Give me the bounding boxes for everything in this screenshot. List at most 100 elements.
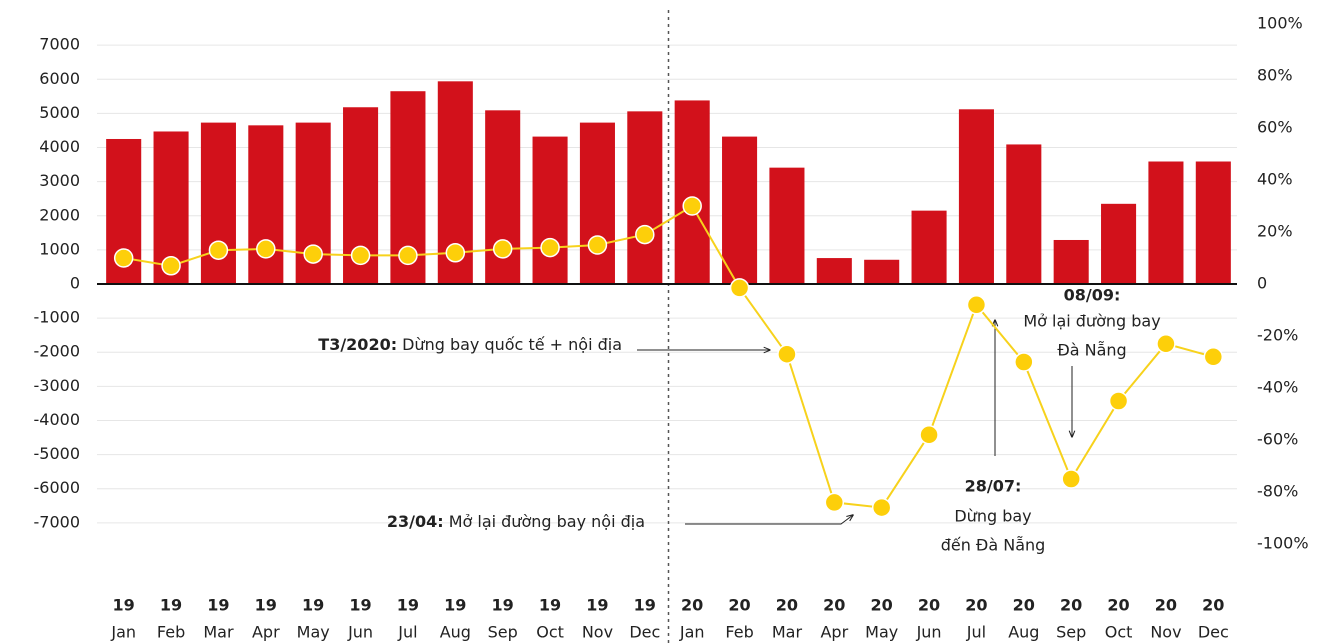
point — [350, 245, 371, 266]
y-tick-label: 7000 — [39, 35, 80, 54]
x-tick-year: 19 — [255, 596, 277, 615]
y2-tick-label: -80% — [1257, 482, 1298, 501]
annotation-text: Mở lại đường bay nội địa — [449, 512, 645, 531]
bar — [769, 167, 805, 284]
x-tick-year: 20 — [776, 596, 798, 615]
bar — [1195, 161, 1231, 284]
x-tick-year: 20 — [1155, 596, 1177, 615]
x-tick-year: 19 — [634, 596, 656, 615]
annotation-label: 08/09: — [1064, 286, 1121, 305]
x-tick-year: 19 — [492, 596, 514, 615]
bar — [864, 259, 900, 284]
y-tick-label: 2000 — [39, 205, 80, 224]
x-tick-year: 20 — [1013, 596, 1035, 615]
point — [682, 196, 702, 216]
point — [1014, 352, 1034, 372]
point — [824, 492, 845, 513]
bar — [1101, 203, 1137, 284]
x-tick-year: 20 — [1107, 596, 1129, 615]
point — [398, 245, 418, 266]
y-tick-label: 3000 — [39, 171, 80, 190]
x-tick-label: Aug — [1008, 623, 1039, 642]
x-tick-label: Jul — [397, 623, 417, 642]
point — [729, 278, 750, 298]
y2-tick-label: -20% — [1257, 326, 1298, 345]
bar — [1006, 144, 1042, 284]
bar — [674, 100, 710, 284]
x-tick-year: 20 — [681, 596, 703, 615]
y2-tick-label: 40% — [1257, 170, 1293, 189]
y-tick-label: -7000 — [34, 512, 81, 531]
annotation-label: T3/2020: — [318, 335, 397, 354]
x-tick-label: Jan — [110, 623, 136, 642]
x-tick-label: Mar — [772, 623, 803, 642]
x-tick-label: Apr — [252, 623, 280, 642]
x-tick-year: 19 — [397, 596, 419, 615]
x-tick-year: 20 — [1060, 596, 1082, 615]
point — [445, 243, 466, 263]
point — [113, 248, 134, 268]
point — [635, 224, 655, 245]
annotation: T3/2020: Dừng bay quốc tế + nội địa — [318, 335, 622, 354]
x-tick-label: May — [865, 623, 898, 642]
x-tick-label: Jan — [679, 623, 705, 642]
point — [587, 235, 608, 255]
x-tick-year: 20 — [728, 596, 750, 615]
x-tick-label: Feb — [157, 623, 185, 642]
point — [1156, 334, 1176, 354]
y-tick-label: -1000 — [34, 308, 81, 327]
line — [123, 204, 1214, 509]
point — [303, 244, 323, 264]
y-tick-label: 6000 — [39, 69, 80, 88]
annotation-text: Dừng bay — [954, 507, 1031, 526]
x-tick-label: Aug — [440, 623, 471, 642]
x-tick-label: Dec — [629, 623, 660, 642]
point — [919, 425, 939, 445]
point — [540, 237, 560, 258]
x-tick-label: Oct — [1105, 623, 1133, 642]
bar — [816, 258, 852, 284]
x-tick-label: Mar — [203, 623, 234, 642]
x-tick-label: Feb — [725, 623, 753, 642]
y2-tick-label: -60% — [1257, 430, 1298, 449]
bar — [1148, 161, 1184, 284]
y-tick-label: -6000 — [34, 478, 81, 497]
point — [777, 344, 797, 364]
point — [256, 239, 276, 259]
y2-tick-label: 0 — [1257, 274, 1267, 293]
y-tick-label: 1000 — [39, 239, 80, 258]
x-tick-year: 19 — [444, 596, 466, 615]
y2-tick-label: 60% — [1257, 118, 1293, 137]
x-tick-year: 20 — [965, 596, 987, 615]
x-tick-label: Dec — [1198, 623, 1229, 642]
y-tick-label: -2000 — [34, 342, 81, 361]
bar — [722, 136, 758, 284]
y-tick-label: 5000 — [39, 103, 80, 122]
x-tick-label: Nov — [582, 623, 613, 642]
bar — [248, 125, 284, 284]
x-tick-label: Sep — [1056, 623, 1086, 642]
y2-tick-label: 20% — [1257, 222, 1293, 241]
annotation-text: Đà Nẵng — [1057, 341, 1126, 360]
annotation-text: Mở lại đường bay — [1023, 312, 1160, 331]
x-tick-year: 20 — [823, 596, 845, 615]
x-tick-year: 20 — [918, 596, 940, 615]
x-tick-label: Nov — [1150, 623, 1181, 642]
x-tick-year: 19 — [539, 596, 561, 615]
x-tick-year: 19 — [349, 596, 371, 615]
annotation-text: đến Đà Nẵng — [941, 536, 1046, 555]
arrow — [685, 515, 853, 525]
point — [208, 240, 229, 260]
x-tick-label: Jul — [966, 623, 986, 642]
x-tick-label: May — [297, 623, 330, 642]
point — [1108, 391, 1129, 411]
point — [871, 497, 892, 518]
y2-tick-label: 80% — [1257, 66, 1293, 85]
x-tick-year: 19 — [113, 596, 135, 615]
point — [966, 295, 987, 315]
annotations: T3/2020: Dừng bay quốc tế + nội địa 23/04… — [318, 286, 1160, 555]
x-tick-label: Sep — [488, 623, 518, 642]
y-tick-label: -3000 — [34, 376, 81, 395]
point — [492, 239, 513, 259]
